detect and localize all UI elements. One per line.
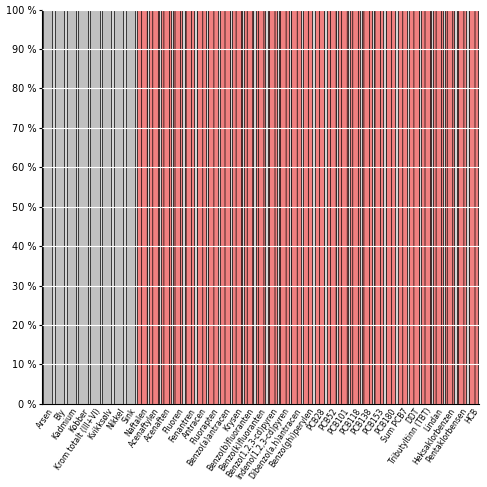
Bar <box>338 10 348 404</box>
Bar <box>185 10 194 404</box>
Bar <box>55 10 64 404</box>
Bar <box>457 10 466 404</box>
Bar <box>397 10 407 404</box>
Bar <box>126 10 135 404</box>
Bar <box>291 10 300 404</box>
Bar <box>280 10 289 404</box>
Bar <box>67 10 76 404</box>
Bar <box>327 10 336 404</box>
Bar <box>150 10 159 404</box>
Bar <box>410 10 419 404</box>
Bar <box>350 10 360 404</box>
Bar <box>137 10 147 404</box>
Bar <box>256 10 265 404</box>
Bar <box>208 10 218 404</box>
Bar <box>421 10 431 404</box>
Bar <box>433 10 443 404</box>
Bar <box>303 10 313 404</box>
Bar <box>197 10 206 404</box>
Bar <box>362 10 372 404</box>
Bar <box>386 10 395 404</box>
Bar <box>102 10 112 404</box>
Bar <box>374 10 383 404</box>
Bar <box>315 10 324 404</box>
Bar <box>244 10 253 404</box>
Bar <box>220 10 230 404</box>
Bar <box>267 10 277 404</box>
Bar <box>90 10 100 404</box>
Bar <box>161 10 170 404</box>
Bar <box>78 10 88 404</box>
Bar <box>114 10 123 404</box>
Bar <box>43 10 53 404</box>
Bar <box>445 10 454 404</box>
Bar <box>232 10 242 404</box>
Bar <box>173 10 183 404</box>
Bar <box>468 10 478 404</box>
